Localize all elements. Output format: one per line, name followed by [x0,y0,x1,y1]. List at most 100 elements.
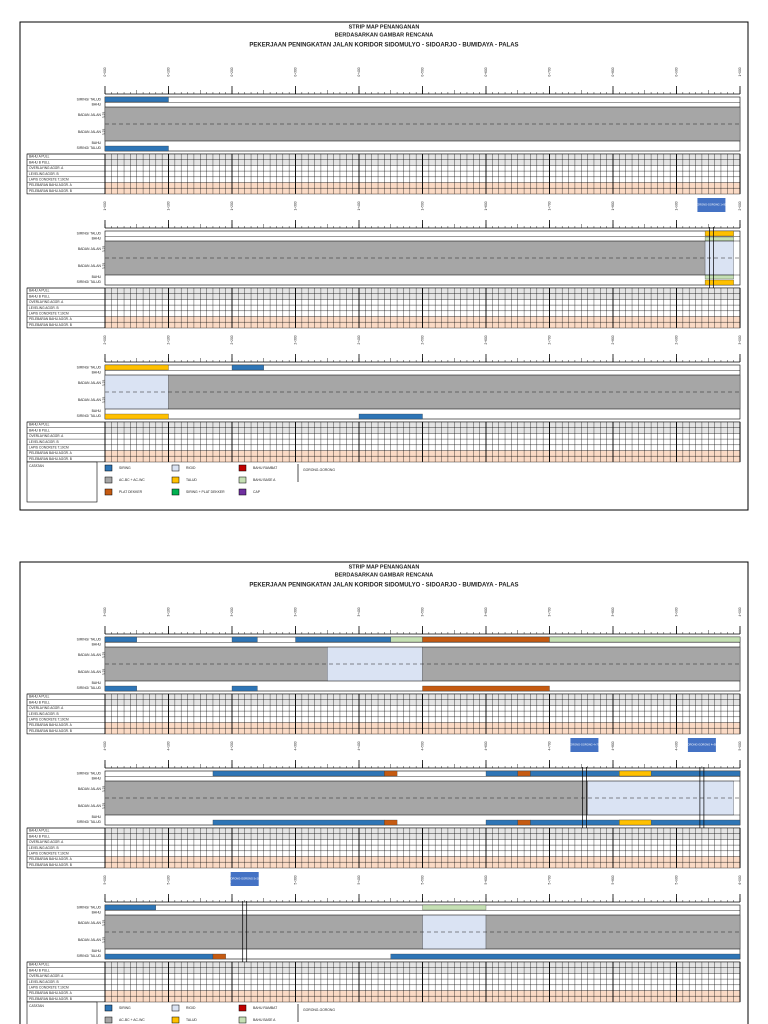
station-label: 4+200 [230,741,234,750]
page-frame [19,21,749,511]
lane-label: BADAN JALAN [78,921,102,925]
legend-label: TALUD [186,1018,197,1022]
road-segment [390,636,423,643]
road-segment [485,770,518,777]
lane-label: BAHU [92,815,102,819]
lane-label: BAHU [92,681,102,685]
station-label: 4+400 [357,741,361,750]
legend-swatch [238,1004,247,1012]
legend-culvert: GORONG-GORONG [303,1008,335,1012]
table-row-label: PELEBARAN BAHU AGGR. B [29,729,72,733]
lane-label: BADAN JALAN [78,113,102,117]
legend-swatch [171,464,180,472]
table-row-label: LEVELING AGGR. B [29,440,59,444]
road-segment [231,636,258,643]
lane-width: 3.25 [102,652,106,659]
legend-label: SIRING [119,1006,131,1010]
lane-width: 3.25 [102,263,106,270]
culvert-label-box [570,738,599,752]
page-title: BERDASARKAN GAMBAR RENCANA [335,32,433,38]
lane-width: 3.25 [102,112,106,119]
table-row-label: PELEBARAN BAHU AGGR. B [29,863,72,867]
road-segment [231,364,264,371]
road-segment [619,770,652,777]
road-segment [704,230,734,237]
station-label: 0+400 [357,67,361,76]
legend-swatch [238,1016,247,1024]
lane-label: SIRING/ TALUD [77,97,102,101]
road-segment [358,413,423,420]
legend-swatch [171,1016,180,1024]
culvert-label-box [687,738,716,752]
legend-label: AC-BC + AC-WC [119,478,145,482]
page-title: BERDASARKAN GAMBAR RENCANA [335,572,433,578]
lane-width: 3.25 [102,920,106,927]
table-row-label: PELEBARAN BAHU AGGR. A [29,317,73,321]
road-segment [231,685,258,692]
lane-label: SIRING/ TALUD [77,231,102,235]
station-label: 3+900 [674,607,678,616]
lane-label: BADAN JALAN [78,787,102,791]
station-label: 3+700 [547,607,551,616]
table-row-label: PELEBARAN BAHU AGGR. A [29,723,73,727]
road-segment [485,819,518,826]
legend-title: CATATAN [29,464,44,468]
station-label: 1+800 [611,201,615,210]
culvert-label: GORONG-GORONG 1+950 [695,203,728,207]
lane-label: BAHU [92,102,102,106]
lane-label: BAHU [92,141,102,145]
table-row-label: PELEBARAN BAHU AGGR. A [29,991,73,995]
lane-label: BADAN JALAN [78,381,102,385]
culvert-label: GORONG-GORONG 5+200 [228,877,261,881]
station-label: 2+400 [357,335,361,344]
station-label: 5+000 [103,875,107,884]
page-title: PEKERJAAN PENINGKATAN JALAN KORIDOR SIDO… [249,43,518,49]
lane-width: 3.25 [102,246,106,253]
road-segment [422,914,487,950]
station-label: 5+000 [738,741,742,750]
legend-swatch [171,1004,180,1012]
legend-swatch [238,488,247,496]
station-label: 2+300 [293,335,297,344]
station-label: 5+700 [547,875,551,884]
strip: 0+000 0+100 0+200 0+300 0+400 0+500 0+600 0+700… [26,67,742,195]
table-row-label: BAHU A PULL [29,423,50,427]
table-row-label: PELEBARAN BAHU AGGR. A [29,451,73,455]
station-label: 5+800 [611,875,615,884]
legend-swatch [238,476,247,484]
station-label: 1+000 [738,67,742,76]
road-segment [704,279,734,286]
station-label: 5+900 [674,875,678,884]
legend-label: PLAT DEKKER [119,490,143,494]
legend-label: BAHU RAMBAT [253,466,277,470]
station-label: 1+600 [484,201,488,210]
table-row-label: LAPIS CONCRETE T.10CM [29,445,69,449]
station-label: 1+300 [293,201,297,210]
lane-label: SIRING/ TALUD [77,686,102,690]
table-row-label: BAHU B PULL [29,294,50,298]
road-segment [517,770,531,777]
lane-label: BADAN JALAN [78,247,102,251]
station-label: 4+300 [293,741,297,750]
station-label: 0+000 [103,67,107,76]
table-row-label: BAHU B PULL [29,160,50,164]
road-segment [619,819,652,826]
station-label: 5+400 [357,875,361,884]
station-label: 2+000 [738,201,742,210]
legend-label: AC-BC + AC-WC [119,1018,145,1022]
station-label: 3+000 [738,335,742,344]
lane-width: 3.25 [102,937,106,944]
lane-label: BADAN JALAN [78,670,102,674]
table-row-label: LEVELING AGGR. B [29,306,59,310]
lane-width: 3.25 [102,397,106,404]
station-label: 2+000 [103,335,107,344]
station-label: 1+100 [166,201,170,210]
lane-label: SIRING/ TALUD [77,954,102,958]
station-label: 3+100 [166,607,170,616]
table-row-label: PELEBARAN BAHU AGGR. B [29,323,72,327]
road-segment [517,819,531,826]
station-label: 4+700 [547,741,551,750]
table-row-label: BAHU A PULL [29,289,50,293]
station-label: 3+600 [484,607,488,616]
lane-width: 3.25 [102,380,106,387]
